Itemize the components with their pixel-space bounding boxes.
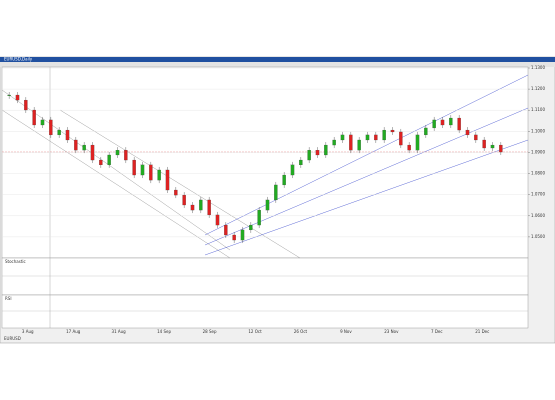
x-tick-label: 31 Aug (112, 329, 127, 334)
rsi-pane (1, 294, 529, 329)
candle (224, 224, 228, 236)
candle (449, 117, 453, 126)
y-tick-label: 1.0800 (531, 171, 545, 176)
x-tick-label: 21 Dec (475, 329, 489, 334)
candle (382, 129, 386, 141)
candle (357, 139, 361, 151)
candle (49, 119, 53, 136)
y-tick-label: 1.1300 (531, 65, 545, 70)
x-tick-label: 26 Oct (294, 329, 308, 334)
x-tick-label: 17 Aug (66, 329, 81, 334)
y-tick-label: 1.1200 (531, 86, 545, 91)
candle (399, 131, 403, 146)
candle (132, 159, 136, 176)
candle (440, 119, 445, 126)
candle (182, 194, 186, 206)
candle (332, 139, 336, 146)
candle (324, 144, 328, 156)
candle (215, 214, 220, 226)
candle (374, 134, 378, 141)
candle (474, 134, 478, 141)
x-tick-label: 7 Dec (431, 329, 443, 334)
candle (490, 144, 495, 149)
rsi-title: RSI (5, 296, 12, 301)
candle (407, 144, 411, 151)
candle (15, 94, 20, 101)
candle (99, 159, 103, 166)
candle (190, 204, 195, 211)
candle (7, 94, 11, 96)
candle (207, 199, 211, 216)
channel-line (204, 74, 529, 236)
y-tick-label: 1.0500 (531, 234, 545, 239)
candle (65, 129, 70, 141)
candle (40, 119, 45, 126)
candle (307, 150, 311, 161)
candle (349, 134, 353, 151)
candle (482, 139, 486, 149)
candle (299, 159, 303, 166)
x-tick-label: 14 Sep (157, 329, 171, 334)
candle (165, 169, 170, 191)
candle (390, 129, 395, 133)
candle (240, 229, 245, 241)
candle (274, 184, 278, 201)
candle (499, 144, 503, 153)
candle (257, 209, 261, 226)
candle (365, 134, 370, 141)
oscillator-title: Stochastic (5, 259, 26, 264)
candle (57, 129, 61, 136)
candle (415, 134, 420, 151)
candle (115, 150, 120, 156)
candle (265, 199, 270, 211)
candle (149, 164, 153, 181)
y-tick-label: 1.1100 (531, 107, 545, 112)
candle (32, 109, 36, 126)
y-tick-label: 1.0900 (531, 149, 545, 154)
channel-line (204, 139, 529, 256)
main-pane (1, 66, 529, 259)
candle (465, 129, 470, 136)
toolbar (0, 62, 555, 67)
candle (290, 164, 295, 176)
oscillator-pane (1, 257, 529, 296)
candle (457, 117, 461, 131)
candle (432, 119, 436, 129)
candle (157, 169, 161, 181)
candle (232, 234, 236, 241)
candle (82, 144, 86, 151)
window-title: EURUSD,Daily (4, 57, 33, 62)
y-tick-label: 1.1000 (531, 128, 545, 133)
channel-line (1, 109, 231, 259)
candle (249, 224, 253, 231)
candle (315, 150, 320, 156)
candle (424, 127, 428, 136)
candle (107, 154, 111, 166)
x-tick-label: 28 Sep (203, 329, 217, 334)
candle (24, 99, 28, 111)
candle (340, 134, 345, 141)
status-symbol: EURUSD (4, 336, 21, 341)
x-tick-label: 3 Aug (22, 329, 34, 334)
channel-line (59, 109, 301, 259)
x-tick-label: 9 Nov (340, 329, 352, 334)
candle (282, 174, 286, 186)
title-bar (0, 57, 555, 62)
x-tick-label: 12 Oct (248, 329, 262, 334)
y-tick-label: 1.0700 (531, 192, 545, 197)
candle (124, 150, 128, 161)
candle (140, 164, 145, 176)
candle (90, 144, 95, 161)
y-tick-label: 1.0600 (531, 213, 545, 218)
candle (174, 189, 178, 196)
x-tick-label: 23 Nov (384, 329, 399, 334)
channel-line (1, 89, 231, 251)
candle (199, 199, 203, 211)
candle (74, 139, 78, 151)
